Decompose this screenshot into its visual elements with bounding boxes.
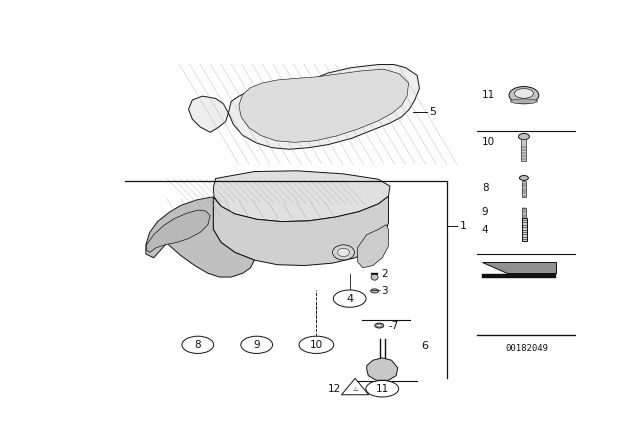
Polygon shape [482, 263, 556, 273]
Text: 10: 10 [482, 137, 495, 147]
Text: 00182049: 00182049 [505, 344, 548, 353]
Text: 9: 9 [482, 207, 488, 217]
Ellipse shape [509, 86, 539, 104]
Polygon shape [147, 210, 210, 252]
Text: 11: 11 [376, 383, 389, 394]
Polygon shape [189, 65, 419, 149]
Ellipse shape [375, 323, 384, 328]
Bar [522, 219, 527, 241]
Ellipse shape [299, 336, 333, 353]
Bar [522, 208, 526, 220]
Text: 4: 4 [482, 225, 488, 235]
Text: -7: -7 [388, 321, 399, 331]
Text: 4: 4 [346, 293, 353, 304]
Polygon shape [358, 225, 388, 268]
Ellipse shape [241, 336, 273, 353]
Text: 11: 11 [482, 90, 495, 100]
Ellipse shape [510, 99, 538, 104]
Bar [522, 181, 526, 197]
Polygon shape [213, 171, 390, 222]
Polygon shape [342, 379, 369, 395]
Polygon shape [213, 196, 388, 266]
Circle shape [333, 245, 355, 260]
Ellipse shape [520, 176, 529, 181]
Text: 6: 6 [421, 341, 428, 351]
Text: 9: 9 [253, 340, 260, 350]
Text: 2: 2 [381, 269, 388, 279]
Bar [482, 274, 556, 278]
Text: 8: 8 [482, 183, 488, 193]
Polygon shape [239, 69, 408, 142]
Ellipse shape [371, 289, 379, 293]
Polygon shape [367, 358, 397, 380]
Bar [522, 139, 527, 161]
Ellipse shape [515, 89, 533, 98]
Text: 3: 3 [381, 286, 388, 296]
Polygon shape [146, 197, 254, 277]
Text: ⚠: ⚠ [352, 387, 358, 392]
Ellipse shape [366, 380, 399, 397]
Ellipse shape [371, 274, 378, 280]
Text: 5: 5 [429, 108, 436, 117]
Ellipse shape [333, 290, 366, 307]
Text: 10: 10 [310, 340, 323, 350]
Ellipse shape [182, 336, 214, 353]
Text: 8: 8 [195, 340, 201, 350]
Ellipse shape [377, 324, 381, 327]
Circle shape [337, 248, 349, 257]
Ellipse shape [518, 134, 529, 140]
Text: 12: 12 [328, 383, 341, 394]
Text: 1: 1 [460, 221, 467, 231]
